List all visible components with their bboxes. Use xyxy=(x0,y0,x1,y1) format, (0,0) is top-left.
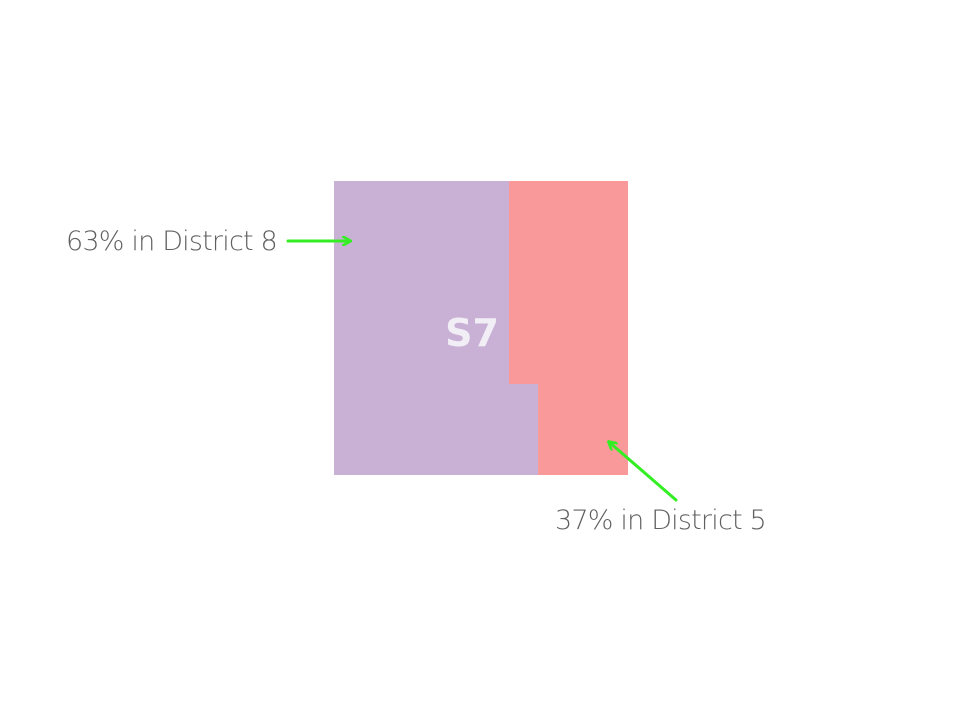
district-5-region xyxy=(509,181,628,475)
district-5-share-label: 37% in District 5 xyxy=(555,505,766,536)
district-5-arrow xyxy=(609,442,678,502)
tract-shape: S7 xyxy=(334,181,628,475)
annotation-district-8: 63% in District 8 xyxy=(66,226,350,257)
annotation-district-5: 37% in District 5 xyxy=(555,442,767,536)
district-8-share-label: 63% in District 8 xyxy=(66,226,277,257)
district-8-region xyxy=(334,181,538,475)
tract-label: S7 xyxy=(445,311,499,355)
